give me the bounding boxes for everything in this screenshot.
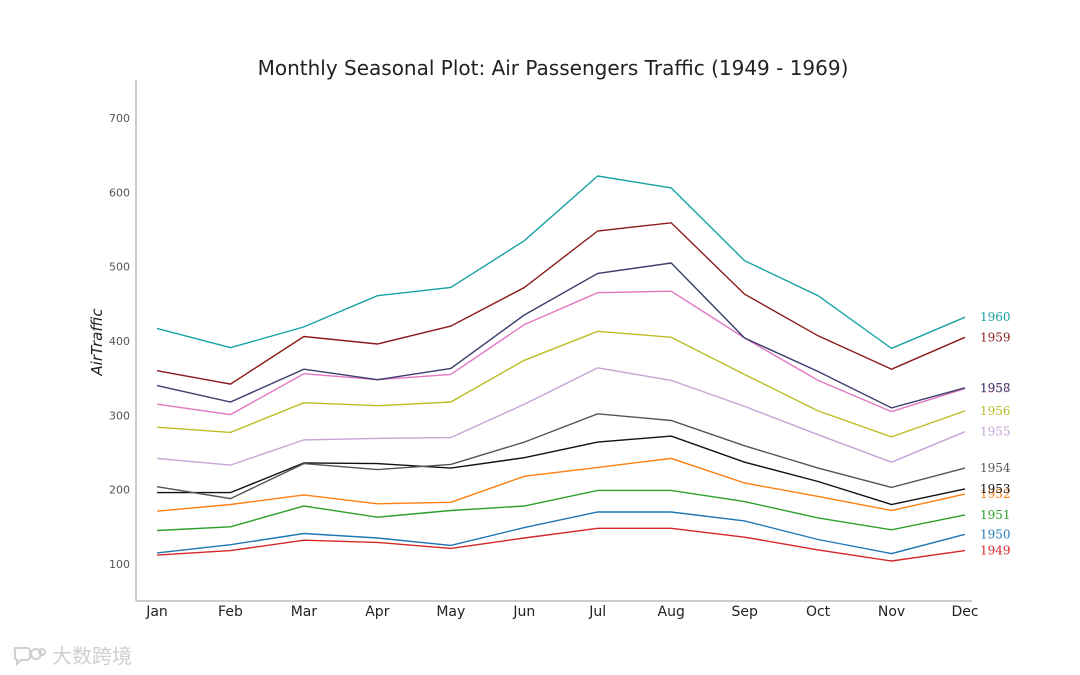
x-tick-label: May: [436, 604, 465, 620]
series-label-1955: 1955: [980, 425, 1011, 439]
series-line-1951: [156, 489, 966, 532]
series-label-1958: 1958: [980, 381, 1011, 395]
y-tick-label: 400: [109, 335, 130, 348]
chat-bubble-logo-icon: [13, 646, 46, 666]
x-tick-label: Oct: [806, 604, 831, 620]
series-label-1951: 1951: [980, 508, 1011, 522]
x-ticks: Jan Feb Mar Apr May Jun Jul Aug Sep Oct Nov Dec: [145, 604, 978, 620]
series-label-1957: 1957: [980, 382, 1011, 396]
y-tick-label: 500: [109, 261, 130, 274]
x-tick-label: Sep: [731, 604, 758, 620]
watermark: 大数跨境: [12, 640, 132, 669]
y-ticks: 100 200 300 400 500 600 700: [109, 112, 130, 571]
series-line-1956: [156, 330, 966, 438]
x-tick-label: Feb: [218, 604, 243, 620]
x-tick-label: Mar: [291, 604, 318, 620]
series-label-1956: 1956: [980, 404, 1011, 418]
x-tick-label: Dec: [951, 604, 978, 620]
x-tick-label: Jan: [145, 604, 168, 620]
series-label-1959: 1959: [980, 330, 1011, 344]
y-tick-label: 300: [109, 409, 130, 422]
series-line-1957: [156, 290, 966, 416]
y-tick-label: 600: [109, 186, 130, 199]
series-line-1949: [156, 527, 966, 562]
y-tick-label: 100: [109, 558, 130, 571]
series-line-1960: [156, 175, 966, 350]
series-line-1953: [157, 435, 966, 506]
y-tick-label: 200: [109, 484, 130, 497]
series-line-1954: [156, 413, 966, 500]
x-tick-label: Nov: [878, 604, 905, 620]
series-label-1952: 1952: [980, 487, 1011, 501]
series-line-1959: [156, 222, 966, 385]
y-axis-label: AirTraffic: [88, 308, 106, 377]
watermark-text: 大数跨境: [52, 644, 132, 668]
series-line-1958: [156, 262, 966, 409]
x-tick-label: Jul: [588, 604, 606, 620]
series-line-1955: [156, 367, 966, 466]
series-label-1960: 1960: [980, 310, 1011, 324]
series-line-1952: [156, 457, 966, 512]
series-label-1950: 1950: [980, 527, 1011, 541]
series-label-1949: 1949: [980, 544, 1011, 558]
series-label-1954: 1954: [980, 461, 1011, 475]
series-label-1953: 1953: [980, 482, 1011, 496]
x-tick-label: Aug: [658, 604, 685, 620]
y-tick-label: 700: [109, 112, 130, 125]
x-tick-label: Apr: [365, 604, 389, 620]
x-tick-label: Jun: [512, 604, 535, 620]
chart-title: Monthly Seasonal Plot: Air Passengers Tr…: [258, 56, 849, 80]
series-line-1950: [156, 511, 966, 555]
series-lines: [156, 175, 966, 562]
